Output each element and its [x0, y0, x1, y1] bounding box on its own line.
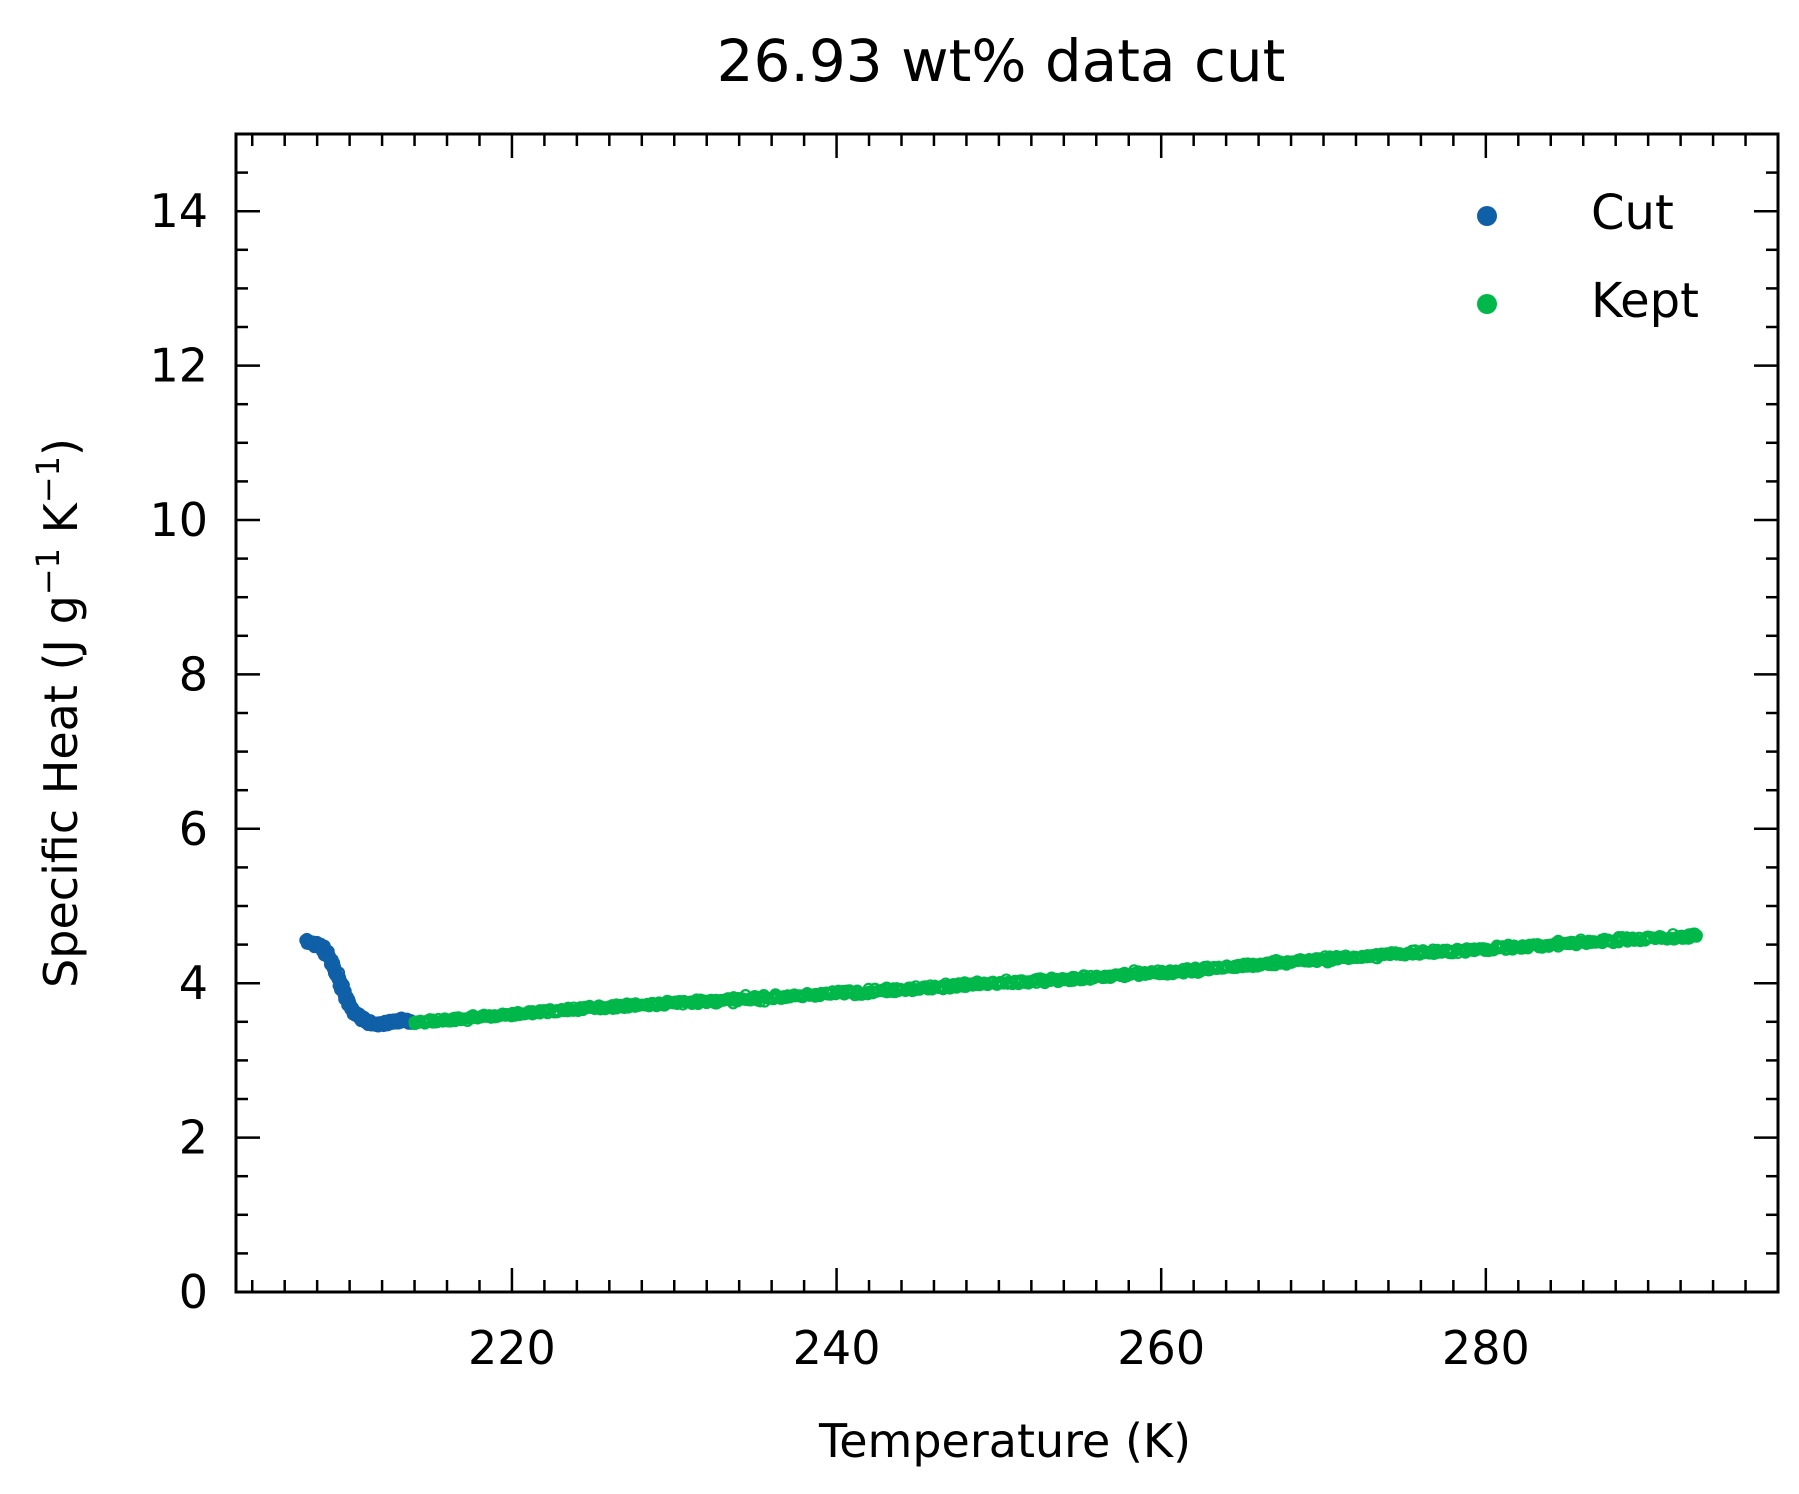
axis-ticks	[236, 132, 1780, 1294]
y-tick-label: 8	[179, 647, 208, 701]
y-tick-label: 14	[149, 184, 208, 238]
y-axis-label-main: Specific Heat (J g	[34, 595, 88, 988]
y-tick-label: 4	[179, 956, 208, 1010]
legend-label-kept: Kept	[1591, 273, 1699, 329]
series-cut	[299, 932, 418, 1033]
scatter-series-layer	[299, 927, 1703, 1033]
legend-marker-cut	[1477, 206, 1497, 226]
x-tick-label: 280	[1442, 1321, 1530, 1375]
y-axis-label-sup-1: −1	[29, 548, 67, 595]
legend: Cut Kept	[1477, 185, 1699, 329]
y-axis-label-end: )	[34, 438, 88, 456]
chart-title: 26.93 wt% data cut	[717, 27, 1286, 95]
y-tick-label: 12	[149, 339, 208, 393]
legend-label-cut: Cut	[1591, 185, 1674, 241]
y-tick-label: 6	[179, 802, 208, 856]
x-tick-label: 260	[1117, 1321, 1205, 1375]
data-point	[1690, 929, 1703, 942]
y-axis-label-sup-2: −1	[29, 456, 67, 503]
data-point	[429, 1016, 442, 1029]
y-tick-label: 0	[179, 1265, 208, 1319]
y-axis-label-mid: K	[34, 501, 88, 548]
y-tick-label: 2	[179, 1111, 208, 1165]
x-axis-label: Temperature (K)	[818, 1414, 1191, 1468]
plot-frame	[234, 132, 1780, 1294]
x-tick-labels: 220 240 260 280	[468, 1321, 1530, 1375]
y-tick-label: 10	[149, 493, 208, 547]
series-kept	[408, 927, 1703, 1031]
x-tick-label: 240	[793, 1321, 881, 1375]
x-tick-label: 220	[468, 1321, 556, 1375]
y-tick-labels: 0 2 4 6 8 10 12 14	[149, 184, 208, 1319]
y-axis-label: Specific Heat (J g−1 K−1)	[29, 438, 88, 988]
legend-marker-kept	[1477, 294, 1497, 314]
